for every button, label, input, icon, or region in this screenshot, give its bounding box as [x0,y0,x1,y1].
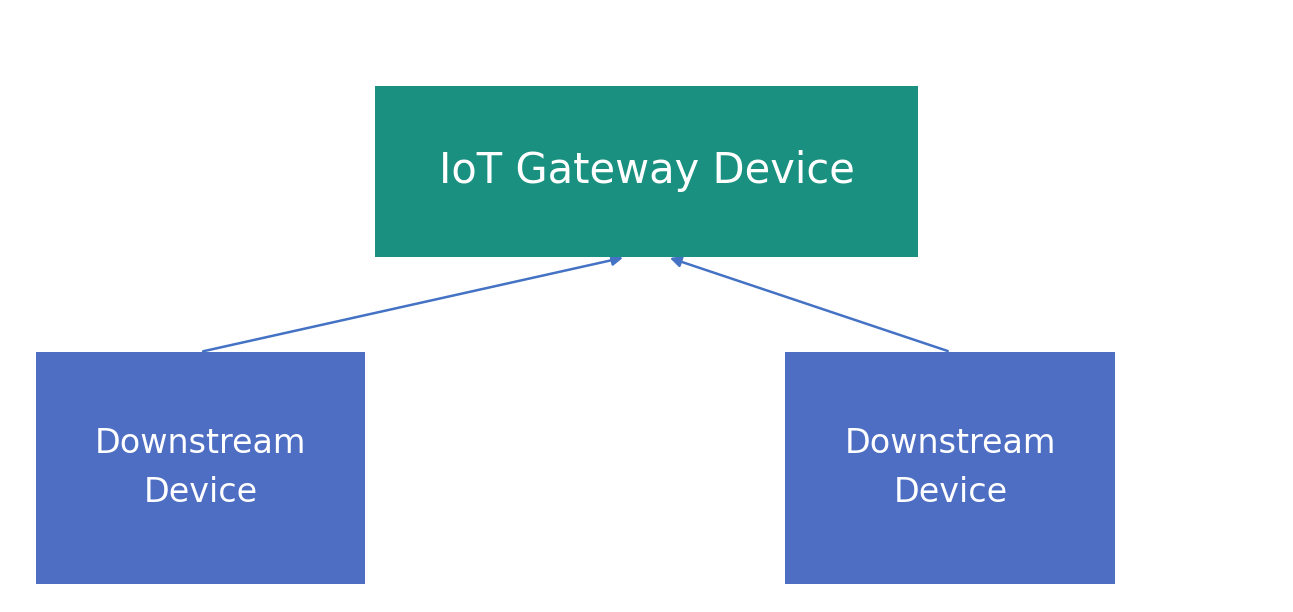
Text: Downstream
Device: Downstream Device [844,427,1056,509]
FancyBboxPatch shape [36,352,365,584]
FancyBboxPatch shape [786,352,1115,584]
Text: IoT Gateway Device: IoT Gateway Device [438,151,855,192]
Text: Downstream
Device: Downstream Device [94,427,306,509]
FancyBboxPatch shape [375,86,918,257]
